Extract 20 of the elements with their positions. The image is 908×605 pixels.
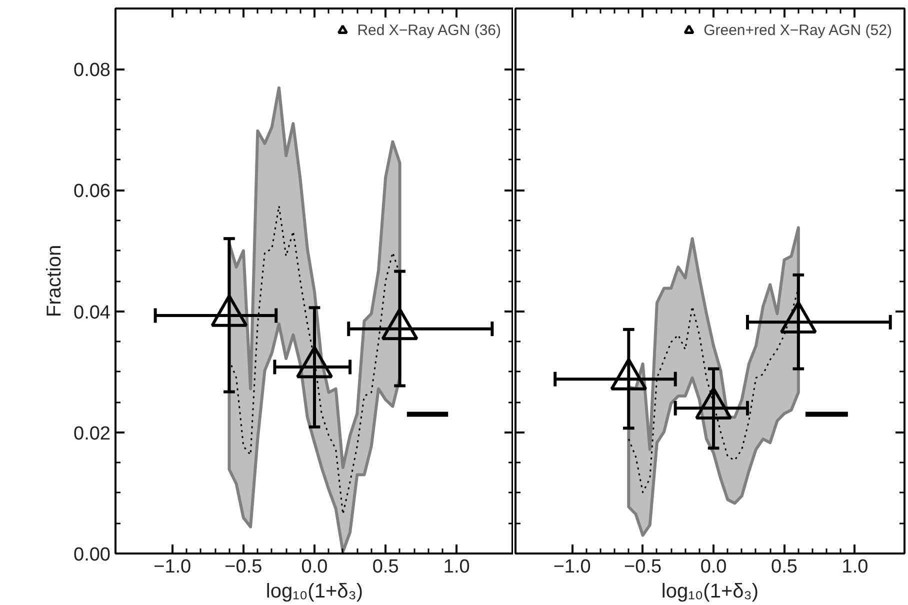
- x-tick-label: 0.5: [771, 556, 798, 578]
- x-tick-label: 0.0: [700, 556, 727, 578]
- y-tick-label: 0.04: [74, 302, 111, 324]
- x-tick-label: −0.5: [624, 556, 662, 578]
- x-tick-label: −1.0: [154, 556, 192, 578]
- legend-label: Green+red X−Ray AGN (52): [704, 22, 892, 38]
- x-tick-label: −0.5: [224, 556, 262, 578]
- x-axis-title: log₁₀(1+δ₃): [661, 580, 759, 602]
- y-tick-label: 0.02: [74, 423, 111, 444]
- x-tick-label: 1.0: [443, 556, 470, 578]
- x-tick-label: −1.0: [553, 556, 591, 578]
- x-tick-label: 1.0: [842, 556, 868, 578]
- x-tick-label: 0.0: [301, 556, 328, 578]
- x-tick-label: 0.5: [372, 556, 399, 578]
- y-axis-title: Fraction: [44, 244, 66, 318]
- y-tick-label: 0.08: [74, 60, 111, 82]
- y-tick-label: 0.00: [74, 544, 111, 566]
- legend-label: Red X−Ray AGN (36): [357, 22, 501, 38]
- y-tick-label: 0.06: [74, 181, 111, 202]
- x-axis-title: log₁₀(1+δ₃): [266, 580, 364, 602]
